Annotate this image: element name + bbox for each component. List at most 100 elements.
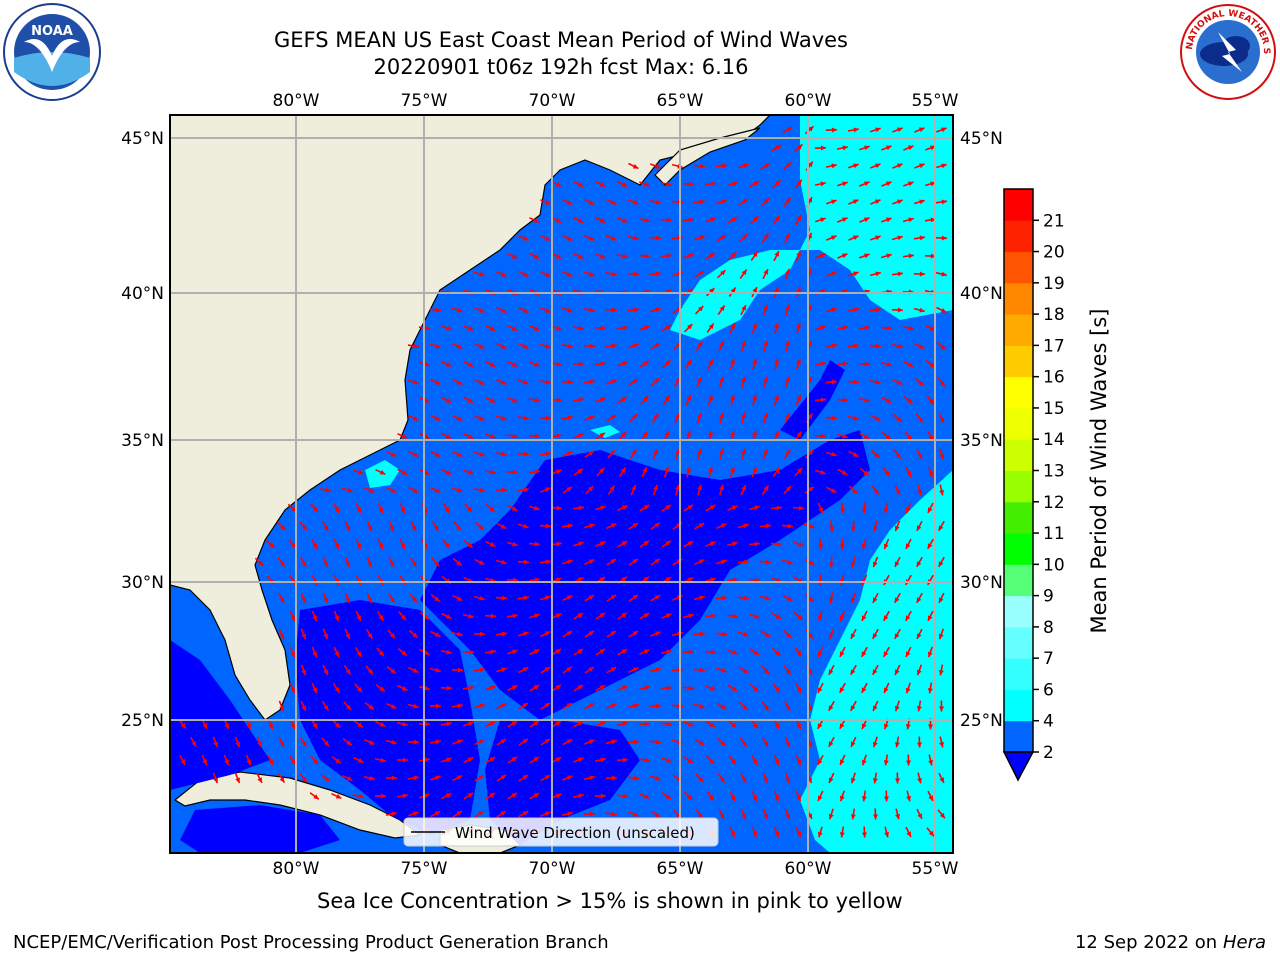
wind-wave-arrowhead bbox=[621, 649, 628, 654]
wind-wave-arrowhead bbox=[434, 811, 441, 816]
wind-wave-arrowhead bbox=[435, 667, 441, 673]
wind-wave-arrowhead bbox=[709, 505, 716, 510]
wind-wave-arrowhead bbox=[567, 415, 573, 421]
wind-wave-arrowhead bbox=[861, 615, 867, 621]
wind-wave-arrowhead bbox=[611, 739, 617, 745]
wind-wave-arrowhead bbox=[467, 325, 474, 331]
wind-wave-arrowhead bbox=[479, 271, 485, 277]
wind-wave-arrowhead bbox=[928, 795, 933, 801]
wind-wave-arrowhead bbox=[413, 811, 419, 817]
wind-wave-arrowhead bbox=[850, 526, 856, 532]
wind-wave-arrowhead bbox=[301, 633, 306, 640]
wind-wave-arrowhead bbox=[687, 794, 693, 800]
wind-wave-arrowhead bbox=[632, 414, 638, 420]
wind-wave-arrowhead bbox=[578, 325, 584, 331]
wind-wave-arrowhead bbox=[861, 651, 867, 657]
wind-wave-arrowhead bbox=[688, 613, 694, 619]
wind-wave-arrowhead bbox=[897, 271, 903, 277]
wind-wave-arrowhead bbox=[312, 723, 318, 729]
wind-wave-arrowhead bbox=[686, 359, 692, 365]
chart-subtitle: 20220901 t06z 192h fcst Max: 6.16 bbox=[373, 55, 749, 79]
wind-wave-arrowhead bbox=[664, 395, 670, 401]
wind-wave-arrowhead bbox=[785, 741, 790, 748]
wind-wave-arrowhead bbox=[785, 376, 790, 383]
wind-wave-arrowhead bbox=[413, 703, 419, 709]
wind-wave-arrowhead bbox=[839, 723, 845, 729]
wind-wave-arrowhead bbox=[611, 775, 617, 781]
noaa-logo-text: NOAA bbox=[31, 24, 73, 39]
wind-wave-arrowhead bbox=[839, 544, 845, 550]
wind-wave-arrowhead bbox=[830, 488, 837, 493]
wind-wave-arrowhead bbox=[765, 595, 771, 601]
wind-wave-arrowhead bbox=[610, 631, 616, 636]
wind-wave-arrowhead bbox=[653, 449, 658, 455]
wind-wave-arrowhead bbox=[479, 487, 485, 493]
wind-wave-arrowhead bbox=[279, 741, 284, 747]
wind-wave-arrowhead bbox=[687, 541, 694, 546]
wind-wave-arrowhead bbox=[886, 325, 892, 331]
wind-wave-arrowhead bbox=[752, 394, 757, 401]
wind-wave-arrowhead bbox=[467, 757, 474, 762]
wind-wave-arrowhead bbox=[896, 380, 903, 385]
wind-wave-arrowhead bbox=[455, 524, 461, 531]
wind-wave-arrowhead bbox=[752, 358, 757, 365]
wind-wave-arrowhead bbox=[599, 432, 605, 438]
wind-wave-arrowhead bbox=[534, 613, 540, 619]
wind-wave-arrowhead bbox=[764, 668, 770, 674]
wind-wave-arrowhead bbox=[786, 162, 792, 168]
wind-wave-arrowhead bbox=[555, 649, 562, 654]
wind-wave-arrowhead bbox=[566, 236, 573, 241]
wind-wave-arrowhead bbox=[861, 687, 867, 693]
wind-wave-arrowhead bbox=[589, 343, 595, 349]
wind-wave-arrowhead bbox=[874, 452, 880, 458]
wind-wave-arrowhead bbox=[290, 615, 295, 621]
wind-wave-arrowhead bbox=[334, 615, 339, 622]
wind-wave-arrowhead bbox=[939, 453, 944, 460]
wind-wave-arrowhead bbox=[655, 739, 661, 745]
wind-wave-arrowhead bbox=[478, 307, 485, 313]
wind-wave-arrowhead bbox=[567, 379, 573, 385]
wind-wave-arrowhead bbox=[435, 703, 441, 709]
wind-wave-arrowhead bbox=[709, 722, 715, 727]
wind-wave-arrowhead bbox=[764, 632, 771, 637]
wind-wave-arrowhead bbox=[279, 560, 285, 567]
wind-wave-arrowhead bbox=[246, 759, 251, 766]
wind-wave-arrowhead bbox=[301, 741, 307, 747]
wind-wave-arrowhead bbox=[456, 343, 463, 349]
wind-wave-arrowhead bbox=[928, 759, 933, 766]
wind-wave-arrowhead bbox=[522, 667, 529, 672]
wind-wave-arrowhead bbox=[839, 795, 845, 802]
wind-wave-arrowhead bbox=[873, 705, 878, 711]
wind-wave-arrowhead bbox=[938, 670, 944, 676]
wind-wave-arrowhead bbox=[411, 525, 416, 531]
wind-wave-arrowhead bbox=[817, 615, 823, 622]
wind-wave-arrowhead bbox=[665, 325, 671, 330]
wind-wave-arrowhead bbox=[424, 757, 430, 763]
wind-wave-arrowhead bbox=[896, 163, 903, 169]
wind-wave-arrowhead bbox=[906, 795, 911, 802]
wind-wave-arrowhead bbox=[391, 811, 397, 817]
wind-wave-arrowhead bbox=[797, 614, 803, 620]
wind-wave-arrowhead bbox=[828, 813, 834, 820]
wind-wave-arrowhead bbox=[379, 470, 386, 475]
wind-wave-arrowhead bbox=[709, 288, 715, 294]
wind-wave-arrowhead bbox=[688, 181, 694, 187]
wind-wave-arrowhead bbox=[566, 739, 573, 744]
wind-wave-arrowhead bbox=[941, 127, 947, 133]
wind-wave-arrowhead bbox=[873, 814, 878, 820]
wind-wave-arrowhead bbox=[390, 668, 396, 674]
wind-wave-arrowhead bbox=[666, 685, 672, 691]
wind-wave-arrowhead bbox=[872, 669, 878, 675]
wind-wave-arrowhead bbox=[930, 217, 936, 223]
wind-wave-arrowhead bbox=[840, 508, 845, 514]
wind-wave-arrowhead bbox=[831, 235, 837, 241]
wind-wave-arrowhead bbox=[644, 217, 650, 223]
wind-wave-arrowhead bbox=[852, 452, 859, 457]
wind-wave-arrowhead bbox=[796, 215, 801, 221]
wind-wave-arrowhead bbox=[785, 268, 790, 275]
wind-wave-arrowhead bbox=[468, 649, 474, 655]
wind-wave-arrowhead bbox=[785, 340, 790, 347]
wind-wave-arrowhead bbox=[655, 163, 661, 169]
wind-wave-arrowhead bbox=[501, 487, 507, 493]
wind-wave-arrowhead bbox=[765, 523, 771, 529]
